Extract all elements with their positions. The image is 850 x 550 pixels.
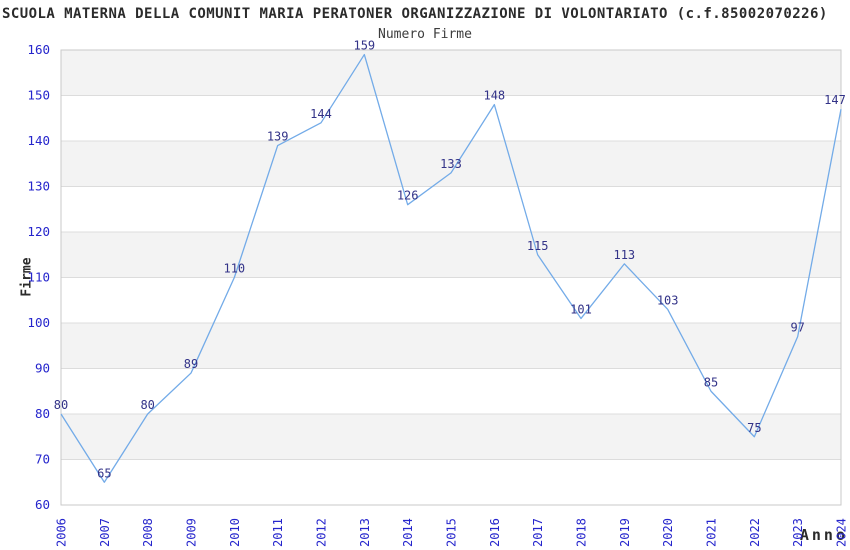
y-tick-label: 120 bbox=[27, 224, 50, 239]
data-point-label: 113 bbox=[613, 248, 635, 262]
x-tick-label: 2024 bbox=[835, 518, 849, 547]
x-tick-label: 2014 bbox=[401, 518, 415, 547]
y-tick-label: 90 bbox=[35, 361, 50, 376]
x-tick-label: 2022 bbox=[748, 518, 762, 547]
data-point-label: 101 bbox=[570, 302, 592, 316]
data-point-label: 115 bbox=[527, 239, 549, 253]
y-tick-label: 100 bbox=[27, 315, 50, 330]
grid-band bbox=[61, 141, 841, 187]
x-tick-label: 2023 bbox=[791, 518, 805, 547]
data-point-label: 75 bbox=[747, 421, 761, 435]
data-point-label: 126 bbox=[397, 189, 419, 203]
data-point-label: 85 bbox=[704, 375, 718, 389]
data-line bbox=[60, 53, 842, 483]
data-point-label: 103 bbox=[657, 293, 679, 307]
data-point-label: 97 bbox=[790, 321, 804, 335]
x-tick-label: 2017 bbox=[531, 518, 545, 547]
y-tick-label: 150 bbox=[27, 88, 50, 103]
plot-border bbox=[60, 49, 842, 506]
data-point-label: 110 bbox=[223, 262, 245, 276]
data-point-label: 148 bbox=[483, 89, 505, 103]
data-point-label: 159 bbox=[353, 39, 375, 53]
x-tick-label: 2006 bbox=[55, 518, 69, 547]
data-point-label: 89 bbox=[184, 357, 198, 371]
chart-subtitle: Numero Firme bbox=[378, 27, 472, 42]
x-tick-label: 2021 bbox=[705, 518, 719, 547]
grid-band bbox=[61, 323, 841, 369]
x-tick-label: 2009 bbox=[185, 518, 199, 547]
y-tick-label: 130 bbox=[27, 179, 50, 194]
data-point-label: 144 bbox=[310, 107, 332, 121]
x-tick-label: 2015 bbox=[445, 518, 459, 547]
x-tick-label: 2007 bbox=[98, 518, 112, 547]
x-tick-label: 2020 bbox=[661, 518, 675, 547]
y-tick-label: 60 bbox=[35, 497, 50, 512]
data-point-label: 133 bbox=[440, 157, 462, 171]
y-tick-label: 80 bbox=[35, 406, 50, 421]
grid-band bbox=[61, 414, 841, 460]
data-point-label: 80 bbox=[54, 398, 68, 412]
y-tick-label: 160 bbox=[27, 42, 50, 57]
y-tick-label: 70 bbox=[35, 452, 50, 467]
x-tick-label: 2012 bbox=[315, 518, 329, 547]
x-tick-label: 2008 bbox=[141, 518, 155, 547]
y-tick-label: 110 bbox=[27, 270, 50, 285]
data-point-label: 80 bbox=[140, 398, 154, 412]
x-tick-label: 2018 bbox=[575, 518, 589, 547]
y-tick-label: 140 bbox=[27, 133, 50, 148]
grid-band bbox=[61, 50, 841, 96]
data-point-label: 147 bbox=[824, 93, 846, 107]
x-tick-label: 2013 bbox=[358, 518, 372, 547]
grid-band bbox=[61, 232, 841, 278]
x-tick-label: 2016 bbox=[488, 518, 502, 547]
x-axis-label: Anno bbox=[799, 526, 848, 544]
x-tick-label: 2010 bbox=[228, 518, 242, 547]
chart-title: SCUOLA MATERNA DELLA COMUNIT MARIA PERAT… bbox=[2, 6, 828, 22]
x-tick-label: 2019 bbox=[618, 518, 632, 547]
data-point-label: 139 bbox=[267, 130, 289, 144]
x-tick-label: 2011 bbox=[271, 518, 285, 547]
data-point-label: 65 bbox=[97, 466, 111, 480]
